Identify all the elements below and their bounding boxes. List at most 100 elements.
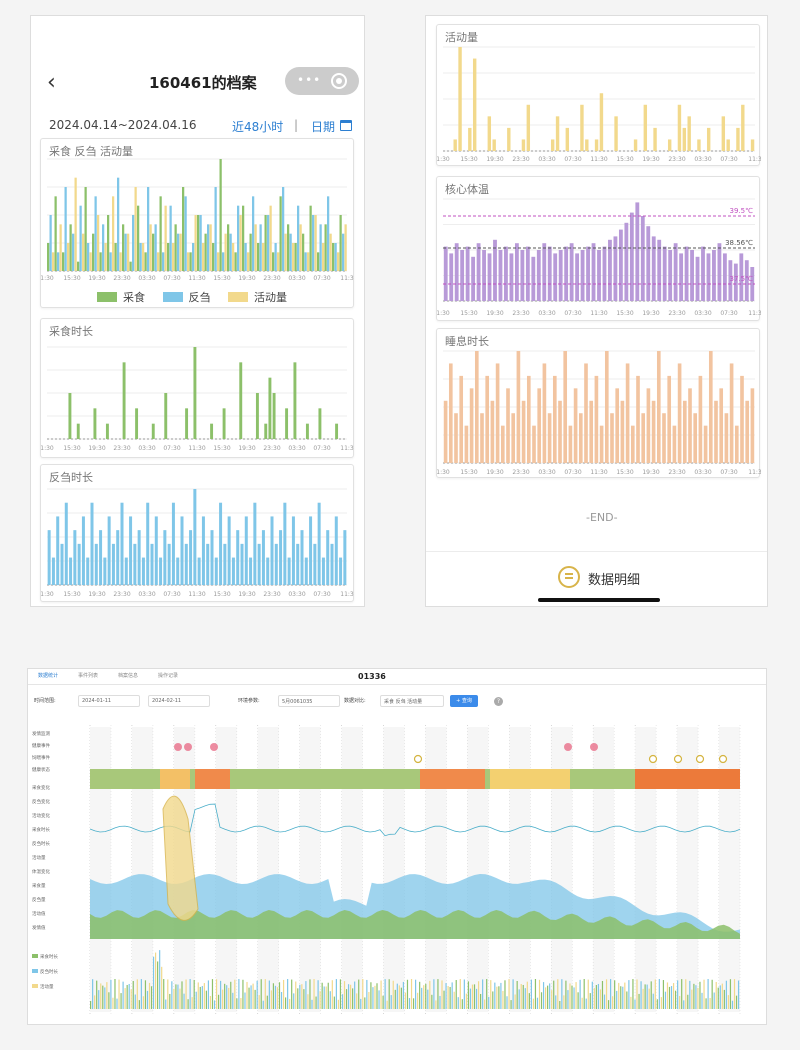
bar-core-temp [646, 226, 651, 301]
env-param-label: 环境参数: [238, 698, 260, 704]
activity-bar [571, 985, 573, 1009]
bar-rumination [229, 233, 232, 271]
bar-rest-duration [625, 363, 630, 463]
bar-activity [179, 233, 182, 271]
health-event-marker [210, 743, 218, 751]
x-tick-label: 07:30 [163, 275, 180, 282]
activity-bar [575, 982, 577, 1009]
bar-rumination [117, 177, 120, 271]
bar-feeding-duration [239, 362, 243, 439]
bar-rumination [177, 233, 180, 271]
bar-activity [550, 139, 555, 151]
activity-bar [429, 980, 431, 1009]
bar-core-temp [449, 253, 454, 301]
activity-bar [354, 981, 356, 1009]
activity-bar [181, 981, 183, 1009]
day-band [425, 727, 447, 1012]
bar-activity [580, 104, 584, 151]
bar-rumination-duration [253, 502, 257, 585]
bar-feeding [159, 196, 162, 271]
rumination-change-line [89, 803, 741, 837]
x-tick-label: 11:30 [188, 275, 205, 282]
feed-event-marker [673, 754, 683, 764]
bar-rest-duration [693, 413, 698, 463]
bar-rumination [192, 243, 195, 271]
activity-bar [683, 1000, 685, 1009]
bar-feeding [99, 252, 102, 271]
activity-bar [157, 961, 159, 1009]
bar-activity [119, 252, 122, 271]
bar-rumination-duration [69, 557, 73, 585]
bar-rumination-duration [99, 530, 103, 585]
list-icon[interactable] [558, 566, 580, 588]
bar-core-temp [586, 246, 590, 301]
recent-48h-button[interactable]: 近48小时 [232, 120, 284, 134]
bar-feeding-duration [285, 408, 289, 439]
bar-rumination [237, 205, 240, 271]
row-label: 反刍量 [32, 896, 46, 903]
activity-bar [211, 979, 214, 1009]
activity-bar [660, 997, 662, 1009]
end-date-input[interactable]: 2024-02-11 [148, 695, 210, 707]
overlay-select[interactable]: 采食 反刍 活动量 [380, 695, 444, 707]
tab-statistics[interactable]: 数据统计 [38, 673, 59, 679]
bar-activity [667, 139, 672, 151]
activity-bar [500, 982, 502, 1009]
activity-bar [400, 987, 402, 1009]
bar-activity [565, 127, 570, 151]
x-tick-label: 03:30 [138, 275, 155, 282]
activity-bar [250, 985, 252, 1009]
env-param-select[interactable]: 5月0061035 [278, 695, 340, 707]
bar-feeding [324, 224, 327, 271]
bar-rumination-duration [64, 502, 68, 585]
mini-program-capsule[interactable]: ••• [285, 67, 359, 95]
activity-bar [234, 979, 236, 1009]
bar-rumination [132, 215, 135, 271]
bar-activity [487, 116, 492, 151]
bar-core-temp [575, 253, 580, 301]
bar-rest-duration [480, 413, 484, 463]
bar-activity [89, 252, 92, 271]
activity-bar [689, 980, 691, 1009]
bar-feeding [54, 196, 57, 271]
data-detail-button[interactable]: 数据明细 [588, 573, 641, 588]
tab-logs[interactable]: 操作记录 [158, 673, 179, 679]
close-target-icon[interactable] [331, 73, 347, 89]
activity-bar [591, 981, 593, 1009]
legend-swatch [32, 969, 38, 973]
chart-card-core-temp: 核心体温 39.5℃ 38.56℃ 37.5℃ 1:30 15:30 19:30 23:30… [436, 176, 761, 321]
activity-bar [433, 979, 435, 1009]
date-picker-button[interactable]: 日期 [311, 120, 336, 134]
bar-feeding-duration [272, 393, 276, 439]
bar-rumination [169, 205, 172, 271]
activity-bar [717, 987, 719, 1009]
x-tick-label: 19:30 [238, 275, 255, 282]
activity-bar [150, 986, 153, 1009]
bar-feeding [212, 243, 215, 271]
back-chevron-icon[interactable]: ‹ [47, 70, 56, 95]
activity-bar [98, 990, 100, 1009]
calendar-icon[interactable] [340, 120, 352, 131]
start-date-input[interactable]: 2024-01-11 [78, 695, 140, 707]
bar-rumination-duration [90, 502, 94, 585]
bar-rest-duration [651, 400, 656, 463]
bar-rest-duration [547, 413, 552, 463]
more-dots-icon[interactable]: ••• [297, 73, 322, 87]
bar-activity [322, 243, 325, 271]
x-tick-label: 11:30 [590, 310, 607, 317]
activity-bar [309, 979, 311, 1009]
activity-chart: 1:30 15:30 19:30 23:30 03:30 07:30 11:30 15:30 1… [437, 46, 761, 163]
activity-bar [289, 998, 291, 1009]
tab-profile[interactable]: 档案信息 [118, 673, 139, 679]
bar-core-temp [657, 239, 662, 301]
bar-activity [104, 243, 107, 271]
x-tick-label: 15:30 [213, 445, 230, 452]
bar-rumination-duration [283, 502, 287, 585]
activity-bar [644, 984, 646, 1009]
bar-rumination-duration [210, 530, 214, 585]
help-icon[interactable]: ? [494, 697, 503, 706]
query-button[interactable]: + 查询 [450, 695, 478, 707]
activity-bar [593, 988, 595, 1009]
chart-title: 采食 反刍 活动量 [49, 145, 133, 158]
tab-events[interactable]: 事件列表 [78, 673, 99, 679]
